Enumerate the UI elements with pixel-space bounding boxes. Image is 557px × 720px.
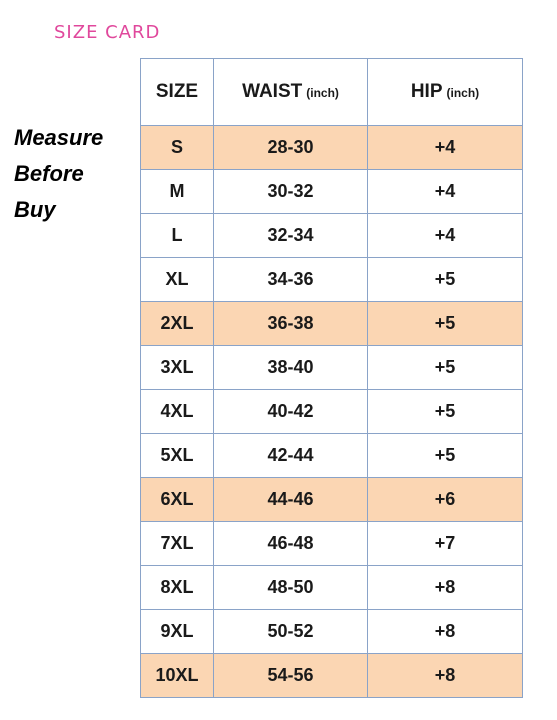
table-row: 7XL 46-48 +7 <box>140 521 523 566</box>
size-cell: 3XL <box>140 345 214 390</box>
hip-cell: +8 <box>367 565 523 610</box>
waist-cell: 46-48 <box>213 521 368 566</box>
waist-cell: 34-36 <box>213 257 368 302</box>
size-cell: 10XL <box>140 653 214 698</box>
size-cell: XL <box>140 257 214 302</box>
header-size: SIZE <box>140 58 214 126</box>
waist-cell: 54-56 <box>213 653 368 698</box>
table-body: S 28-30 +4 M 30-32 +4 L 32-34 +4 XL 34-36 +5 2XL 36-3… <box>140 125 523 698</box>
hip-cell: +5 <box>367 345 523 390</box>
waist-cell: 44-46 <box>213 477 368 522</box>
table-row: 8XL 48-50 +8 <box>140 565 523 610</box>
table-row: 4XL 40-42 +5 <box>140 389 523 434</box>
table-row: S 28-30 +4 <box>140 125 523 170</box>
table-header-row: SIZE WAIST (inch) HIP (inch) <box>140 58 523 126</box>
header-waist-label: WAIST <box>242 81 303 102</box>
table-row: 5XL 42-44 +5 <box>140 433 523 478</box>
header-hip-unit: (inch) <box>446 86 480 100</box>
table-row: L 32-34 +4 <box>140 213 523 258</box>
table-row: 10XL 54-56 +8 <box>140 653 523 698</box>
size-cell: 5XL <box>140 433 214 478</box>
waist-cell: 32-34 <box>213 213 368 258</box>
waist-cell: 38-40 <box>213 345 368 390</box>
hip-cell: +4 <box>367 213 523 258</box>
table-row: M 30-32 +4 <box>140 169 523 214</box>
waist-cell: 36-38 <box>213 301 368 346</box>
table-row: 6XL 44-46 +6 <box>140 477 523 522</box>
table-row: 3XL 38-40 +5 <box>140 345 523 390</box>
size-cell: S <box>140 125 214 170</box>
waist-cell: 48-50 <box>213 565 368 610</box>
measure-note: Measure Before Buy <box>14 120 139 228</box>
hip-cell: +5 <box>367 433 523 478</box>
header-hip: HIP (inch) <box>367 58 523 126</box>
size-cell: 8XL <box>140 565 214 610</box>
header-waist-unit: (inch) <box>306 86 339 100</box>
size-cell: 9XL <box>140 609 214 654</box>
hip-cell: +6 <box>367 477 523 522</box>
hip-cell: +7 <box>367 521 523 566</box>
hip-cell: +5 <box>367 301 523 346</box>
size-cell: L <box>140 213 214 258</box>
hip-cell: +5 <box>367 389 523 434</box>
waist-cell: 42-44 <box>213 433 368 478</box>
waist-cell: 50-52 <box>213 609 368 654</box>
size-cell: 7XL <box>140 521 214 566</box>
hip-cell: +8 <box>367 653 523 698</box>
size-cell: M <box>140 169 214 214</box>
table-row: 9XL 50-52 +8 <box>140 609 523 654</box>
note-line: Buy <box>14 197 56 222</box>
header-hip-label: HIP <box>410 81 443 102</box>
size-cell: 4XL <box>140 389 214 434</box>
table-row: XL 34-36 +5 <box>140 257 523 302</box>
size-table: SIZE WAIST (inch) HIP (inch) S 28-30 +4 M 30-3… <box>140 58 523 698</box>
hip-cell: +4 <box>367 169 523 214</box>
size-card-title: SIZE CARD <box>54 22 161 43</box>
table-row: 2XL 36-38 +5 <box>140 301 523 346</box>
note-line: Before <box>14 161 84 186</box>
note-line: Measure <box>14 125 104 150</box>
header-waist: WAIST (inch) <box>213 58 368 126</box>
hip-cell: +4 <box>367 125 523 170</box>
waist-cell: 30-32 <box>213 169 368 214</box>
size-cell: 6XL <box>140 477 214 522</box>
header-size-label: SIZE <box>155 81 199 102</box>
waist-cell: 40-42 <box>213 389 368 434</box>
hip-cell: +5 <box>367 257 523 302</box>
waist-cell: 28-30 <box>213 125 368 170</box>
hip-cell: +8 <box>367 609 523 654</box>
size-cell: 2XL <box>140 301 214 346</box>
